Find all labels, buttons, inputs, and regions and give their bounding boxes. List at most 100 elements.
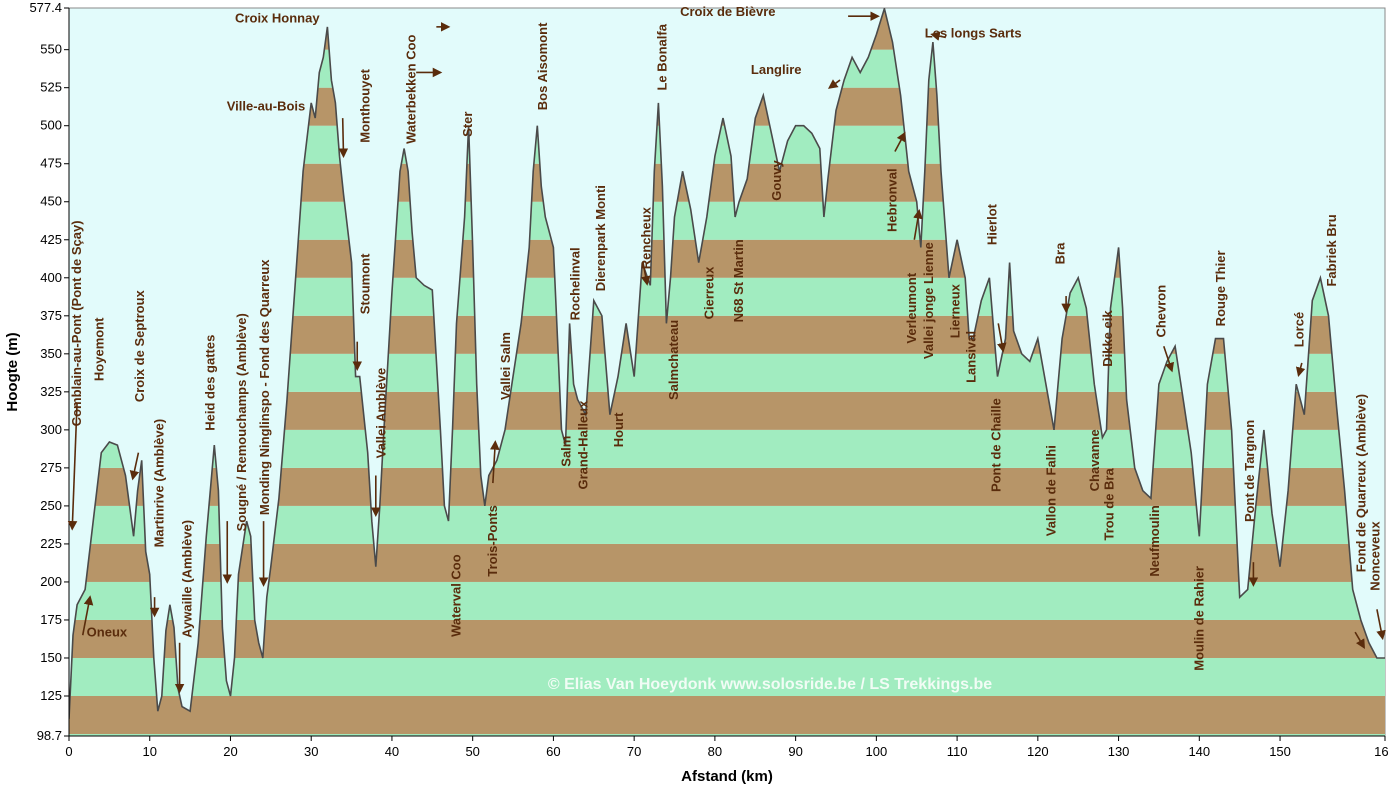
place-label: Dierenpark Monti [593, 185, 608, 291]
annotation-arrow [894, 131, 906, 152]
elevation-band [69, 391, 1385, 430]
place-label: Chevron [1153, 285, 1168, 338]
place-label: Salm [558, 436, 573, 467]
place-label: Lansival [964, 331, 979, 383]
y-tick-label: 577.4 [29, 0, 62, 15]
place-label: Rencheux [638, 206, 653, 269]
annotation-arrows [67, 11, 1386, 694]
y-tick-label: 125 [40, 688, 62, 703]
x-tick-label: 40 [385, 744, 399, 759]
place-label: Hebronval [885, 168, 900, 232]
place-label: Langlire [751, 62, 802, 77]
place-label: Martinrive (Amblève) [152, 419, 167, 548]
place-label: Oneux [87, 625, 128, 640]
place-label: Stoumont [357, 253, 372, 314]
place-label: Dikke eik [1100, 310, 1115, 367]
annotation-arrow [1376, 609, 1386, 641]
place-label: Chavanne [1087, 429, 1102, 491]
place-label: Croix de Septroux [132, 289, 147, 402]
y-tick-label: 475 [40, 156, 62, 171]
y-tick-label: 525 [40, 80, 62, 95]
place-label: Ster [460, 112, 475, 137]
x-tick-label: 60 [546, 744, 560, 759]
elevation-profile-line [69, 8, 1385, 719]
place-label: Vallon de Falhi [1044, 445, 1059, 536]
y-tick-label: 175 [40, 612, 62, 627]
place-label: Waterbekken Coo [403, 34, 418, 143]
x-tick-label: 30 [304, 744, 318, 759]
place-label: Pont de Targnon [1242, 420, 1257, 522]
x-axis-ticks: 0 10 20 30 40 50 60 70 80 90 100 110 120 130 140 150 163 [65, 736, 1389, 759]
y-tick-label: 550 [40, 42, 62, 57]
x-tick-label: 70 [627, 744, 641, 759]
annotation-arrow [930, 31, 946, 41]
place-label: Fond de Quarreux (Amblève) [1354, 394, 1369, 572]
y-tick-label: 425 [40, 232, 62, 247]
x-tick-label: 80 [708, 744, 722, 759]
place-label: Vallei Amblève [374, 368, 389, 459]
watermark: © Elias Van Hoeydonk www.solosride.be / … [548, 676, 992, 693]
elevation-band [69, 581, 1385, 620]
place-label: Heid des gattes [202, 335, 217, 431]
place-label: Hourt [611, 412, 626, 447]
x-tick-label: 110 [947, 744, 968, 759]
x-tick-label: 150 [1269, 744, 1291, 759]
place-label: Aywaille (Amblève) [180, 520, 195, 638]
elevation-band [69, 696, 1385, 735]
annotation-arrow [1295, 362, 1306, 377]
elevation-band [69, 657, 1385, 697]
place-label: Grand-Halleux [575, 400, 590, 490]
annotation-arrow [640, 262, 651, 286]
place-label: Croix Honnay [235, 10, 320, 25]
y-axis-title: Hoogte (m) [4, 332, 21, 411]
place-label: Hierlot [985, 203, 1000, 245]
y-tick-label: 400 [40, 270, 62, 285]
place-label: Bos Aisomont [535, 22, 550, 110]
elevation-band [69, 467, 1385, 506]
place-label: Fabriek Bru [1324, 214, 1339, 286]
place-label: Verleumont [904, 272, 919, 343]
place-label: Les longs Sarts [925, 26, 1022, 41]
place-label: Vallei Salm [498, 332, 513, 400]
place-label: Gouvy [769, 160, 784, 201]
annotation-arrow [913, 208, 923, 240]
elevation-band [69, 543, 1385, 582]
y-tick-label: 275 [40, 460, 62, 475]
annotation-arrow [997, 323, 1007, 353]
elevation-band [69, 734, 1385, 736]
place-label: Monthouyet [357, 68, 372, 142]
y-tick-label: 500 [40, 118, 62, 133]
x-tick-label: 140 [1188, 744, 1210, 759]
place-label: N68 St Martin [731, 239, 746, 322]
y-tick-label: 225 [40, 536, 62, 551]
place-label: Monding Ninglinspo - Fond des Quarreux [257, 259, 272, 515]
place-label: Bra [1053, 242, 1068, 264]
annotations: Comblain-au-Pont (Pont de Sçay) Hoyemont C… [69, 4, 1382, 671]
place-label: Nonceveux [1367, 521, 1382, 591]
place-label: Trou de Bra [1102, 468, 1117, 541]
place-label: Pont de Chaille [989, 398, 1004, 492]
annotation-arrow [81, 595, 94, 636]
elevation-band [69, 619, 1385, 658]
y-tick-label: 325 [40, 384, 62, 399]
x-tick-label: 100 [866, 744, 888, 759]
place-label: Neufmoulin [1147, 505, 1162, 577]
y-tick-label: 450 [40, 194, 62, 209]
annotation-arrow [67, 402, 78, 531]
y-tick-label: 98.7 [37, 728, 62, 743]
annotation-arrow [129, 452, 140, 481]
place-label: Trois-Ponts [485, 505, 500, 577]
place-label: Cierreux [701, 266, 716, 320]
place-label: Croix de Bièvre [680, 4, 775, 19]
x-tick-label: 0 [65, 744, 72, 759]
place-label: Rochelinval [567, 247, 582, 320]
place-label: Lierneux [948, 283, 963, 338]
y-tick-label: 375 [40, 308, 62, 323]
annotation-arrow [338, 118, 349, 159]
x-tick-label: 50 [465, 744, 479, 759]
place-label: Ville-au-Bois [227, 99, 306, 114]
x-tick-label: 120 [1027, 744, 1049, 759]
y-tick-label: 150 [40, 650, 62, 665]
place-label: Hoyemont [92, 317, 107, 381]
place-label: Waterval Coo [449, 554, 464, 637]
